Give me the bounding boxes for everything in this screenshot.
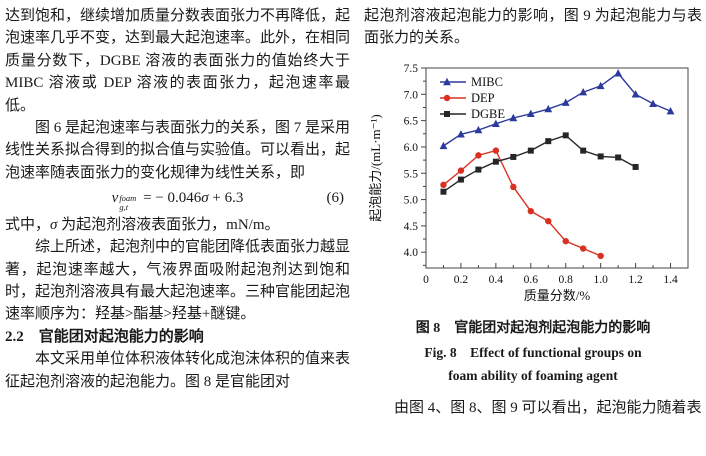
data-point-circle: [545, 217, 552, 225]
x-tick-label: 1.4: [663, 274, 678, 286]
figure-caption-en-line1: Fig. 8 Effect of functional groups on: [424, 344, 642, 360]
data-point-square: [632, 163, 639, 170]
data-point-circle: [580, 245, 587, 252]
data-point-circle: [492, 147, 500, 154]
equation-variable: v: [111, 190, 119, 207]
data-point-square: [580, 147, 587, 154]
text-run: 式中，: [5, 216, 51, 233]
data-point-triangle: [649, 99, 657, 107]
paragraph-where-clause: 式中，σ 为起泡剂溶液表面张力，mN/m。: [5, 214, 350, 236]
right-column: 起泡剂溶液起泡能力的影响，图 9 为起泡能力与表面张力的关系。 0 0.2 0.4 0…: [364, 5, 702, 419]
equation-mid: = − 0.046: [139, 190, 202, 207]
x-tick-label: 0: [423, 274, 429, 286]
data-point-circle: [475, 151, 482, 159]
equation-subscript: g,t: [119, 201, 129, 212]
data-point-triangle: [544, 104, 553, 113]
data-point-triangle: [631, 89, 640, 98]
data-point-circle: [440, 181, 447, 188]
legend-label-dep: DEP: [471, 91, 495, 105]
data-point-triangle: [474, 125, 483, 134]
x-tick-label: 1.2: [628, 274, 643, 286]
equation-6: v foam g,t = − 0.046σ + 6.3 (6): [5, 186, 350, 212]
data-point-triangle: [579, 87, 588, 96]
equation-sigma: σ: [201, 190, 209, 207]
paragraph: 综上所述，起泡剂中的官能团降低表面张力越显著，起泡速率越大，气液界面吸附起泡剂达…: [5, 239, 351, 323]
data-point-square: [475, 166, 482, 173]
data-point-circle: [562, 237, 569, 245]
y-tick-label: 5.0: [404, 194, 419, 206]
x-tick-label: 0.2: [454, 274, 469, 286]
y-tick-label: 7.5: [404, 63, 419, 75]
data-point-square: [562, 132, 569, 139]
data-point-circle: [443, 94, 451, 102]
paragraph-continuation: 起泡剂溶液起泡能力的影响，图 9 为起泡能力与表面张力的关系。: [364, 8, 702, 47]
data-point-triangle: [526, 109, 535, 117]
data-point-triangle: [439, 141, 448, 149]
data-point-square: [597, 153, 604, 160]
y-tick-label: 4.0: [404, 247, 419, 259]
data-point-triangle: [666, 106, 675, 115]
legend-label-dgbe: DGBE: [471, 107, 505, 121]
data-point-square: [440, 188, 447, 195]
y-axis-label: 起泡能力/(mL·m⁻¹): [368, 114, 383, 222]
paragraph: 本文采用单位体积液体转化成泡沫体积的值来表征起泡剂溶液的起泡能力。图 8 是官能…: [5, 351, 351, 390]
data-point-square: [444, 110, 450, 117]
y-tick-label: 7.0: [404, 89, 419, 101]
y-tick-label: 6.5: [404, 115, 419, 127]
data-point-square: [527, 147, 534, 154]
paragraph: 图 6 是起泡速率与表面张力的关系，图 7 是采用线性关系拟合得到的拟合值与实验…: [5, 120, 351, 181]
x-tick-label: 0.4: [489, 274, 504, 286]
data-point-triangle: [457, 129, 465, 138]
y-tick-label: 5.5: [404, 168, 419, 180]
x-tick-label: 0.6: [524, 274, 539, 286]
plot-frame: [425, 67, 689, 269]
y-tick-label: 6.0: [404, 142, 419, 154]
data-point-square: [492, 158, 499, 165]
data-point-triangle: [509, 113, 518, 122]
series-line-dep: [443, 149, 601, 257]
data-point-triangle: [561, 98, 570, 106]
x-tick-label: 1.0: [593, 274, 608, 286]
data-point-triangle: [443, 77, 451, 86]
y-tick-label: 4.5: [404, 221, 419, 233]
text-run: 为起泡剂溶液表面张力，mN/m。: [57, 216, 280, 233]
data-point-circle: [527, 207, 534, 215]
data-point-circle: [510, 183, 517, 190]
figure-caption-zh: 图 8 官能团对起泡剂起泡能力的影响: [415, 320, 651, 336]
sigma-symbol: σ: [50, 216, 58, 233]
data-point-square: [545, 137, 552, 144]
paragraph-continuation: 达到饱和，继续增加质量分数表面张力不再降低，起泡速率几乎不变，达到最大起泡速率。…: [5, 8, 351, 114]
left-column: 达到饱和，继续增加质量分数表面张力不再降低，起泡速率几乎不变，达到最大起泡速率。…: [5, 5, 350, 393]
equation-body: v foam g,t = − 0.046σ + 6.3: [111, 190, 244, 211]
legend-label-mibc: MIBC: [471, 75, 503, 89]
data-point-square: [615, 154, 622, 161]
x-axis-label: 质量分数/%: [524, 288, 591, 303]
data-point-square: [457, 176, 464, 183]
data-point-triangle: [596, 81, 605, 89]
x-tick-label: 0.8: [559, 274, 574, 286]
equation-number: (6): [326, 190, 345, 207]
paragraph: 由图 4、图 8、图 9 可以看出，起泡能力随着表: [394, 399, 702, 416]
figure-8: 0 0.2 0.4 0.6 0.8 1.0 1.2 1.4 4.0 4.5 5.0 5.5 6.0 6.5…: [364, 58, 702, 387]
figure-caption-en-line2: foam ability of foaming agent: [448, 367, 618, 383]
equation-superscript: foam: [119, 192, 137, 203]
equation-tail: + 6.3: [208, 190, 244, 207]
equation-supsub: foam g,t: [119, 192, 137, 212]
data-point-square: [510, 153, 517, 160]
data-point-triangle: [491, 119, 500, 127]
data-point-circle: [597, 252, 604, 259]
data-point-triangle: [614, 68, 623, 77]
series-line-mibc: [443, 72, 671, 147]
section-heading-2-2: 2.2 官能团对起泡能力的影响: [5, 328, 204, 345]
figure-8-line-chart: 0 0.2 0.4 0.6 0.8 1.0 1.2 1.4 4.0 4.5 5.0 5.5 6.0 6.5…: [368, 63, 689, 303]
data-point-circle: [457, 167, 465, 174]
